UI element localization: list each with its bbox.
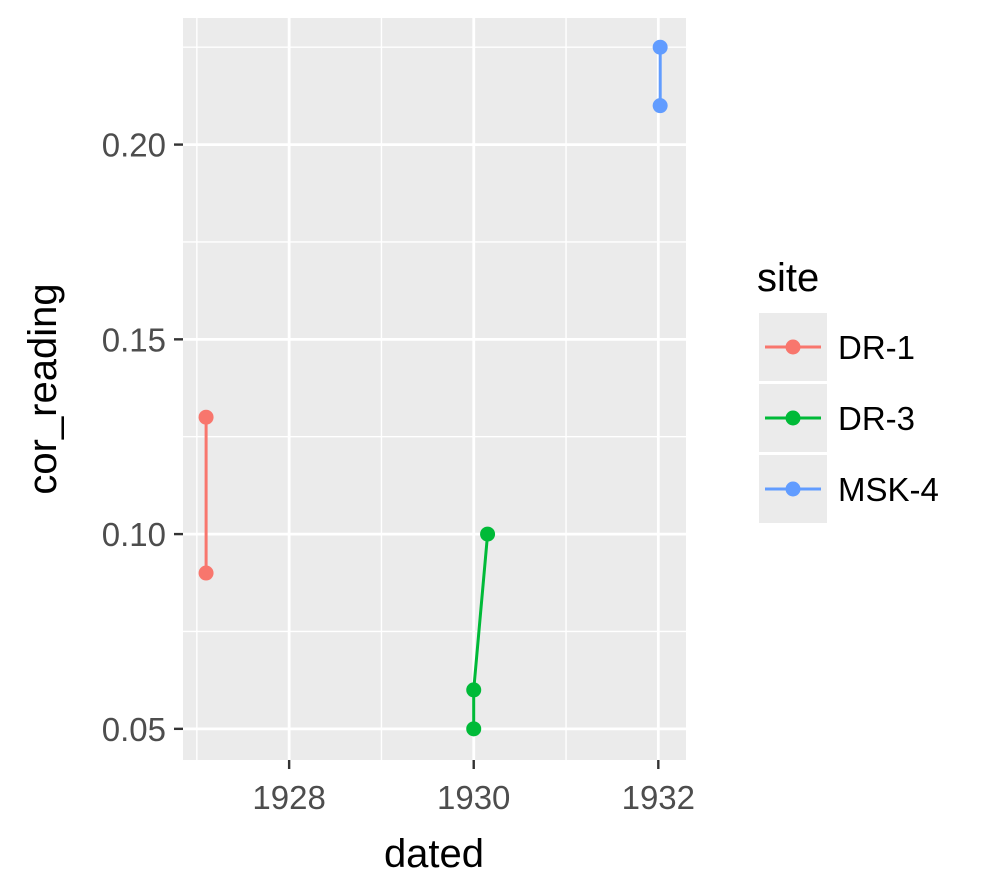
y-axis-title: cor_reading: [21, 283, 65, 494]
minor-gridlines: [183, 18, 686, 760]
legend: site DR-1 DR-3 MSK-4: [757, 256, 939, 523]
legend-key-point: [785, 410, 801, 426]
y-tick-label: 0.20: [102, 127, 166, 164]
y-tick-label: 0.10: [102, 516, 166, 553]
legend-title: site: [757, 256, 819, 300]
y-tick-label: 0.05: [102, 711, 166, 748]
major-gridlines: [183, 18, 686, 760]
legend-key-point: [785, 481, 801, 497]
y-axis: 0.05 0.10 0.15 0.20: [102, 127, 183, 748]
legend-label-dr-3: DR-3: [838, 400, 915, 437]
x-axis-title: dated: [384, 832, 484, 876]
x-axis: 1928 1930 1932: [252, 760, 695, 816]
data-point-msk-4: [652, 39, 668, 55]
legend-key-point: [785, 339, 801, 355]
data-point-dr-3: [466, 682, 482, 698]
data-point-dr-3: [480, 526, 496, 542]
x-tick-label: 1930: [437, 779, 510, 816]
legend-label-msk-4: MSK-4: [838, 471, 939, 508]
data-point-dr-1: [198, 565, 214, 581]
data-point-msk-4: [652, 98, 668, 114]
data-point-dr-3: [466, 721, 482, 737]
series-layer: [198, 39, 668, 737]
x-tick-label: 1928: [252, 779, 325, 816]
y-tick-label: 0.15: [102, 321, 166, 358]
plot-panel: [183, 18, 686, 760]
legend-label-dr-1: DR-1: [838, 329, 915, 366]
x-tick-label: 1932: [622, 779, 695, 816]
data-point-dr-1: [198, 409, 214, 425]
